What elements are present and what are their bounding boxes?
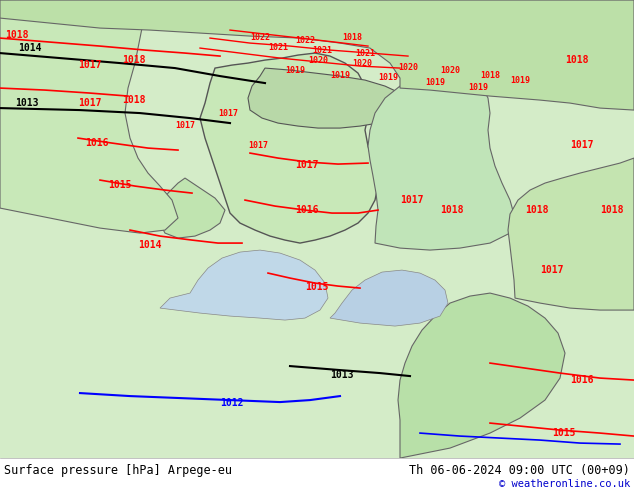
Text: 1016: 1016 — [85, 138, 108, 148]
Polygon shape — [398, 293, 565, 458]
Polygon shape — [158, 178, 225, 238]
Text: 1016: 1016 — [295, 205, 318, 215]
Text: 1017: 1017 — [540, 265, 564, 275]
Text: 1020: 1020 — [308, 56, 328, 65]
Text: Th 06-06-2024 09:00 UTC (00+09): Th 06-06-2024 09:00 UTC (00+09) — [409, 464, 630, 477]
Text: 1017: 1017 — [175, 121, 195, 130]
Text: 1018: 1018 — [565, 55, 588, 65]
Polygon shape — [368, 73, 515, 250]
Text: 1017: 1017 — [78, 98, 101, 108]
Polygon shape — [248, 68, 410, 128]
Text: 1014: 1014 — [18, 43, 41, 53]
Text: 1018: 1018 — [5, 30, 29, 40]
Text: 1020: 1020 — [398, 63, 418, 72]
Text: 1019: 1019 — [425, 78, 445, 87]
Text: 1017: 1017 — [400, 195, 424, 205]
Text: Surface pressure [hPa] Arpege-eu: Surface pressure [hPa] Arpege-eu — [4, 464, 232, 477]
Text: © weatheronline.co.uk: © weatheronline.co.uk — [499, 479, 630, 489]
Text: 1022: 1022 — [250, 33, 270, 42]
Text: 1013: 1013 — [15, 98, 39, 108]
Text: 1017: 1017 — [570, 140, 593, 150]
Text: 1015: 1015 — [108, 180, 131, 190]
Text: 1015: 1015 — [552, 428, 576, 438]
Text: 1017: 1017 — [295, 160, 318, 170]
Polygon shape — [200, 53, 378, 243]
Text: 1019: 1019 — [378, 73, 398, 82]
Polygon shape — [330, 270, 448, 326]
Text: 1012: 1012 — [220, 398, 243, 408]
Text: 1020: 1020 — [352, 59, 372, 68]
Text: 1022: 1022 — [295, 36, 315, 45]
Text: 1018: 1018 — [342, 33, 362, 42]
Polygon shape — [0, 0, 634, 458]
Text: 1019: 1019 — [285, 66, 305, 75]
Text: 1019: 1019 — [510, 76, 530, 85]
Text: 1017: 1017 — [248, 141, 268, 150]
Polygon shape — [508, 158, 634, 310]
Text: 1021: 1021 — [268, 43, 288, 52]
Text: 1019: 1019 — [468, 83, 488, 92]
Text: 1018: 1018 — [600, 205, 623, 215]
Text: 1018: 1018 — [440, 205, 463, 215]
Text: 1017: 1017 — [78, 60, 101, 70]
Text: 1019: 1019 — [330, 71, 350, 80]
Text: 1016: 1016 — [570, 375, 593, 385]
Text: 1021: 1021 — [355, 49, 375, 58]
Text: 1018: 1018 — [122, 55, 145, 65]
Text: 1018: 1018 — [122, 95, 145, 105]
Text: 1017: 1017 — [218, 109, 238, 118]
Polygon shape — [160, 250, 328, 320]
Text: 1014: 1014 — [138, 240, 162, 250]
Text: 1015: 1015 — [305, 282, 328, 292]
Polygon shape — [0, 0, 634, 110]
Text: 1018: 1018 — [525, 205, 548, 215]
Text: 1021: 1021 — [312, 46, 332, 55]
Text: 1020: 1020 — [440, 66, 460, 75]
Text: 1018: 1018 — [480, 71, 500, 80]
Polygon shape — [0, 0, 178, 233]
Text: 1013: 1013 — [330, 370, 354, 380]
